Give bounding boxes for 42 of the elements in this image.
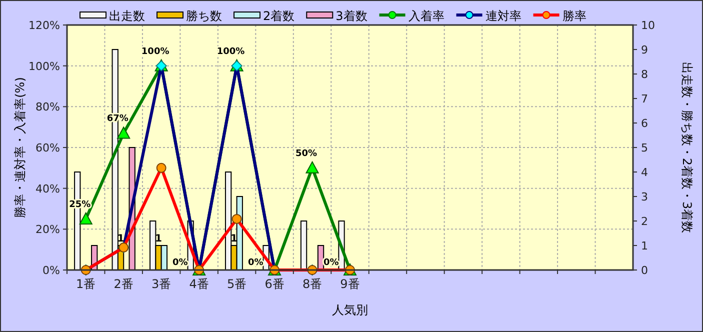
x-tick-label: 6番 <box>264 277 284 291</box>
x-tick-label: 1番 <box>76 277 96 291</box>
data-label: 1 <box>230 234 238 244</box>
y2-tick-label: 2 <box>641 215 648 228</box>
legend-label: 勝ち数 <box>186 9 222 23</box>
x-tick-label: 9番 <box>340 277 360 291</box>
y2-tick-label: 4 <box>641 166 648 179</box>
data-label: 50% <box>295 148 318 159</box>
y-tick-label: 0% <box>42 264 60 277</box>
y-tick-label: 40% <box>36 182 60 196</box>
data-label: 1 <box>155 234 162 244</box>
y-tick-label: 80% <box>36 100 60 114</box>
y2-tick-label: 3 <box>641 190 648 204</box>
y2-tick-label: 5 <box>641 142 648 154</box>
x-tick-label: 3番 <box>152 277 172 291</box>
y-tick-label: 120% <box>28 19 60 32</box>
y-tick-label: 60% <box>36 142 60 154</box>
x-tick-label: 8番 <box>302 277 322 291</box>
y2-tick-label: 10 <box>641 19 655 32</box>
y-axis-title: 勝率・連対率・入着率(%) <box>13 77 27 218</box>
x-tick-label: 4番 <box>189 277 209 291</box>
legend-label: 入着率 <box>408 9 444 23</box>
data-label: 100% <box>141 46 170 57</box>
data-label: 0% <box>172 258 188 268</box>
x-tick-label: 2番 <box>114 277 134 291</box>
x-tick-label: 5番 <box>226 277 247 291</box>
legend-label: 出走数 <box>109 9 145 23</box>
legend-label: 3着数 <box>336 9 368 23</box>
x-axis-title: 人気別 <box>332 303 368 317</box>
y-tick-label: 20% <box>36 223 60 236</box>
data-label: 100% <box>216 46 245 57</box>
y2-tick-label: 7 <box>641 92 648 106</box>
legend-label: 勝率 <box>562 9 586 23</box>
legend-label: 連対率 <box>485 9 522 23</box>
y2-tick-label: 8 <box>641 68 648 81</box>
y2-tick-label: 9 <box>641 44 648 56</box>
y2-tick-label: 6 <box>641 117 648 130</box>
y-tick-label: 100% <box>28 60 60 73</box>
y2-tick-label: 1 <box>641 240 648 252</box>
legend-label: 2着数 <box>263 9 295 23</box>
y2-tick-label: 0 <box>641 264 648 277</box>
y2-axis-title: 出走数・勝ち数・2着数・3着数 <box>680 62 694 234</box>
